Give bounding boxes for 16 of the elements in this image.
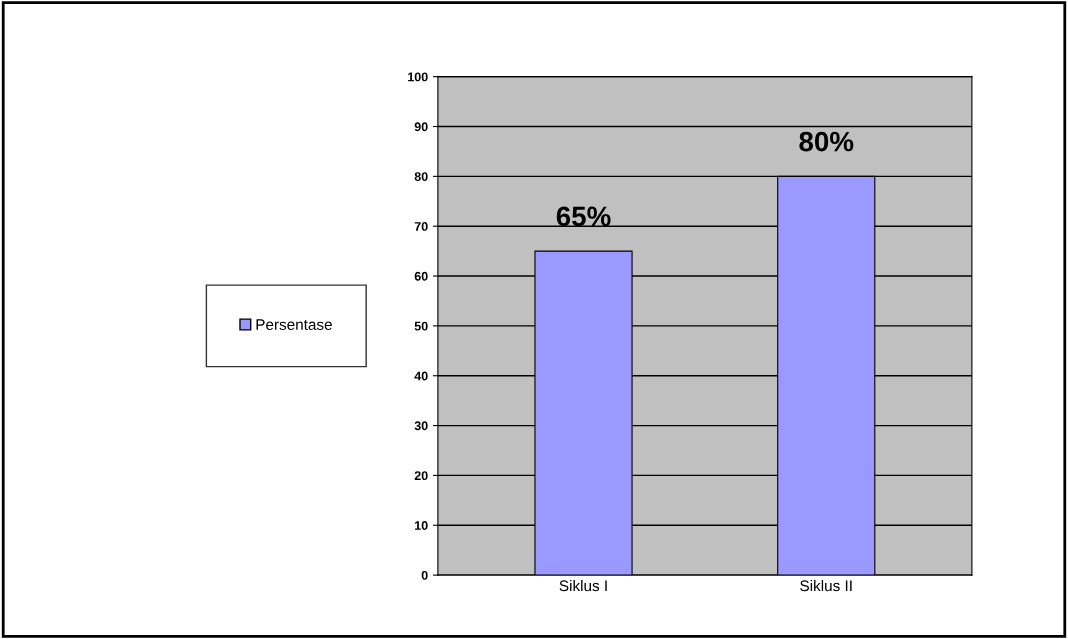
y-tick-label: 40	[414, 371, 428, 381]
y-tick-label: 30	[414, 421, 428, 431]
x-tick-label: Siklus I	[559, 579, 607, 592]
y-tick-label: 60	[414, 271, 428, 281]
y-tick-label: 70	[414, 222, 428, 231]
data-label: 80%	[799, 131, 854, 152]
data-label: 65%	[556, 206, 611, 227]
y-tick-label: 80	[414, 172, 428, 182]
x-tick-label: Siklus II	[800, 579, 852, 592]
legend-label: Persentase	[256, 319, 332, 330]
y-tick-label: 10	[415, 521, 428, 530]
y-tick-label: 20	[414, 471, 428, 481]
y-tick-label: 0	[421, 570, 428, 580]
y-tick-label: 90	[414, 122, 428, 132]
y-tick-label: 50	[414, 321, 428, 331]
y-tick-label: 100	[408, 72, 428, 82]
